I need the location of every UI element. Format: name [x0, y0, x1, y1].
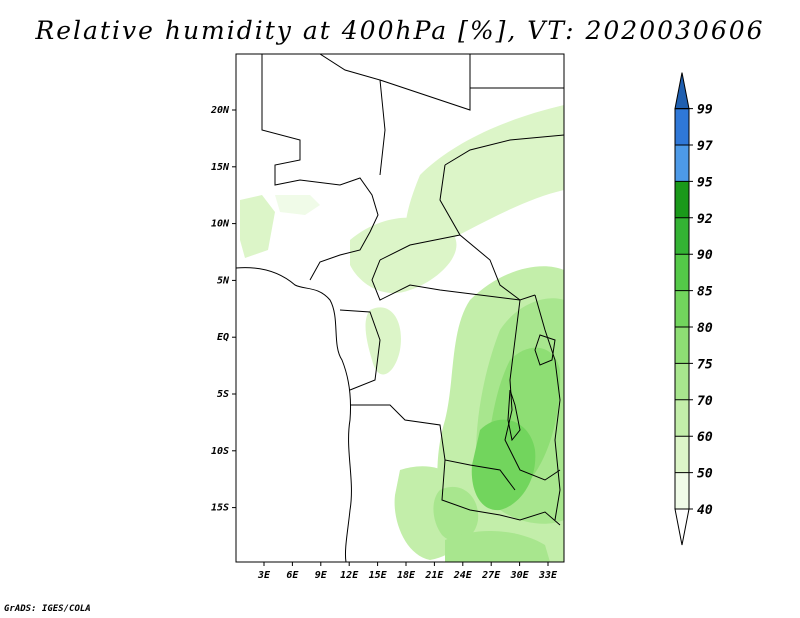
colorbar-under-triangle [674, 508, 690, 546]
lat-tick-label: 5S [217, 389, 229, 400]
colorbar-segment [675, 181, 689, 218]
border-line [379, 54, 471, 111]
lon-tick-label: 6E [286, 570, 299, 581]
border-line [339, 309, 381, 391]
colorbar-level-label: 92 [697, 212, 713, 227]
lon-tick-label: 9E [315, 570, 328, 581]
lat-tick-label: 20N [210, 105, 230, 116]
colorbar-level-label: 40 [697, 503, 713, 518]
humidity-field [240, 105, 564, 562]
border-line [350, 404, 516, 491]
colorbar-segment [675, 363, 689, 400]
colorbar-level-label: 99 [697, 103, 713, 118]
humidity-region-southeast-max [471, 419, 536, 511]
map-frame [235, 53, 565, 563]
colorbar-level-label: 95 [697, 175, 713, 190]
colorbar-segment [675, 327, 689, 364]
border-line [319, 54, 386, 176]
humidity-region-nigeria [275, 195, 320, 215]
border-line [499, 511, 561, 526]
lon-tick-label: 30E [510, 570, 530, 581]
colorbar-level-label: 70 [697, 394, 713, 409]
lake-outline [534, 334, 556, 366]
lat-tick-label: 15S [211, 503, 229, 514]
grads-credit: GrADS: IGES/COLA [4, 604, 91, 614]
colorbar-segment [675, 108, 689, 145]
colorbar-segment [675, 472, 689, 509]
colorbar-over-triangle [674, 72, 690, 110]
colorbar-segment [675, 254, 689, 291]
lon-tick-label: 21E [424, 570, 444, 581]
lon-tick-label: 33E [538, 570, 558, 581]
lon-tick-label: 3E [257, 570, 271, 581]
border-line [444, 134, 564, 166]
map-title: Relative humidity at 400hPa [%], VT: 202… [35, 16, 765, 45]
border-line [441, 459, 501, 516]
colorbar-segment [675, 436, 689, 473]
lon-tick-label: 27E [481, 570, 501, 581]
humidity-region-gabon [365, 307, 401, 375]
map-axes: 20N 15N 10N 5N EQ 5S 10S 15S 3E 6E 9E 12E 15E 18E 21E 2… [210, 105, 558, 581]
colorbar-level-label: 60 [697, 430, 713, 445]
border-line [371, 259, 521, 301]
colorbar: 40 50 60 70 75 80 85 90 92 95 97 99 [674, 72, 713, 546]
border-line [534, 294, 561, 521]
lon-tick-label: 12E [340, 570, 359, 581]
humidity-region-northwest [240, 195, 275, 258]
lat-tick-label: 5N [217, 275, 230, 286]
lon-tick-label: 15E [369, 570, 388, 581]
lat-tick-label: EQ [217, 332, 229, 343]
colorbar-level-label: 50 [697, 467, 713, 482]
coastline [236, 267, 352, 562]
colorbar-level-label: 75 [697, 357, 713, 372]
lat-tick-label: 10N [211, 219, 230, 230]
colorbar-segment [675, 290, 689, 327]
lat-tick-label: 15N [211, 162, 230, 173]
lon-tick-label: 24E [453, 570, 473, 581]
colorbar-level-label: 80 [697, 321, 713, 336]
colorbar-level-label: 90 [697, 248, 713, 263]
colorbar-segment [675, 399, 689, 437]
border-line [379, 234, 461, 261]
colorbar-segment [675, 145, 689, 182]
colorbar-segment [675, 217, 689, 255]
humidity-region-bottom [445, 530, 550, 562]
country-borders [236, 54, 564, 562]
humidity-region-north-band [405, 105, 564, 251]
lat-tick-label: 10S [211, 446, 229, 457]
humidity-region-central-north [350, 217, 457, 294]
border-line [261, 54, 379, 281]
colorbar-level-label: 97 [697, 139, 713, 154]
lon-tick-label: 18E [397, 570, 416, 581]
lake-outline [507, 389, 521, 442]
colorbar-level-label: 85 [697, 285, 713, 300]
